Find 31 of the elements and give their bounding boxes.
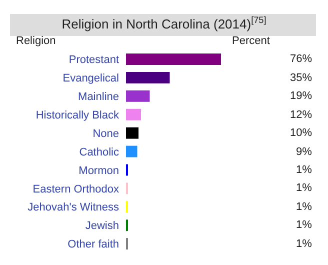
y-tick-label: Mormon	[78, 164, 119, 177]
bar	[126, 127, 138, 139]
chart-title: Religion in North Carolina (2014)$^{[75]}$	[62, 15, 266, 32]
data-label: 10%	[290, 127, 312, 139]
data-label: 12%	[290, 109, 312, 121]
bar	[126, 108, 141, 120]
data-label: 1%	[296, 182, 312, 194]
y-tick-label: None	[92, 128, 119, 140]
y-tick-label: Jehovah's Witness	[28, 202, 120, 214]
data-label: 1%	[296, 219, 312, 231]
y-tick-label: Catholic	[79, 146, 120, 158]
data-label: 76%	[290, 53, 312, 65]
data-label: 9%	[296, 146, 312, 158]
y-tick-label: Mainline	[78, 90, 119, 103]
data-label: 19%	[290, 90, 312, 102]
data-label: 35%	[290, 72, 312, 84]
y-tick-label: Eastern Orthodox	[32, 183, 120, 196]
data-label: 1%	[296, 201, 312, 213]
text: Religion	[16, 35, 56, 47]
bar	[126, 72, 170, 84]
y-tick-label: Other faith	[68, 238, 119, 251]
data-label: 1%	[296, 238, 312, 250]
data-label: 1%	[296, 164, 312, 176]
bar	[126, 146, 138, 158]
y-tick-label: Protestant	[68, 54, 119, 66]
y-tick-label: Jewish	[85, 220, 119, 232]
bar	[126, 54, 221, 65]
y-tick-label: Evangelical	[62, 72, 119, 85]
text: Percent	[232, 35, 270, 47]
y-tick-label: Historically Black	[36, 109, 120, 122]
bar	[126, 90, 150, 102]
